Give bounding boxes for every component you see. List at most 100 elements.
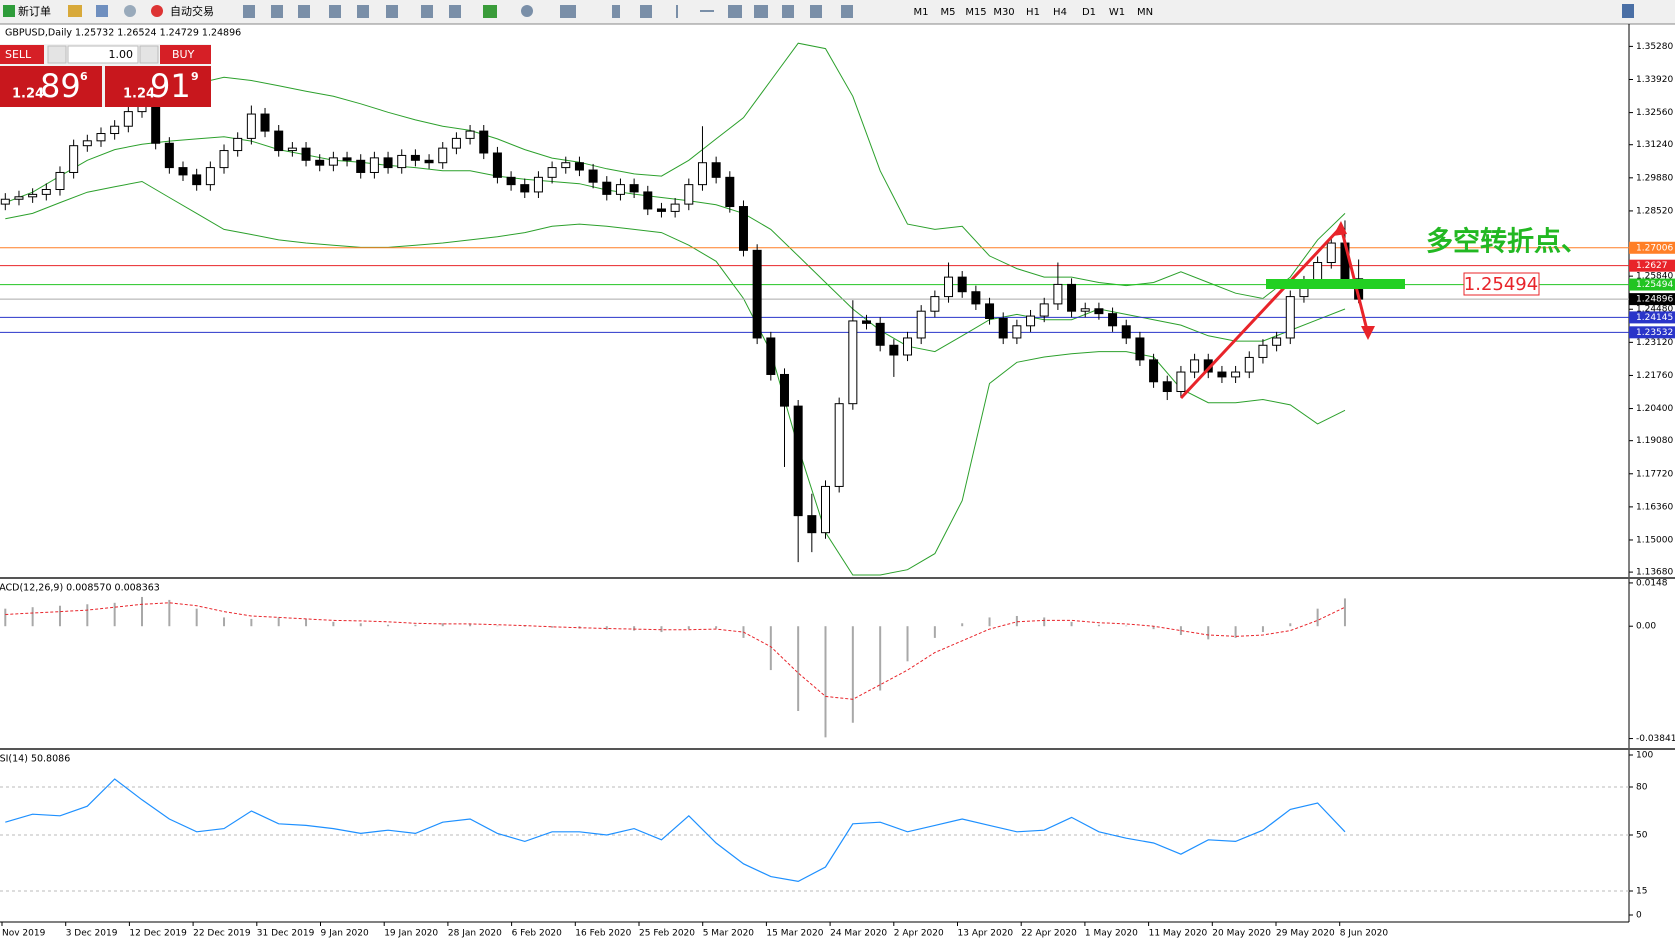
bid-box[interactable]	[0, 66, 102, 107]
timeframe[interactable]: W1	[1109, 7, 1125, 18]
timeframe[interactable]: H1	[1026, 7, 1040, 18]
tool-icon[interactable]	[386, 5, 398, 18]
buy-label[interactable]: BUY	[172, 48, 195, 61]
candle-body	[629, 184, 639, 193]
candle-body	[41, 189, 51, 195]
tool-icon[interactable]	[96, 5, 108, 17]
tool-icon[interactable]	[810, 5, 822, 18]
candle-body	[903, 337, 913, 356]
candle-body	[424, 159, 434, 164]
timeframe[interactable]: M1	[914, 7, 929, 18]
tool-icon[interactable]	[700, 10, 714, 12]
timeframe[interactable]: D1	[1082, 7, 1096, 18]
tool-icon[interactable]	[421, 5, 433, 18]
tool-icon[interactable]	[754, 5, 768, 18]
candle-body	[356, 159, 366, 173]
candle-body	[930, 296, 940, 312]
x-tick-label: Nov 2019	[2, 929, 46, 939]
auto-trading[interactable]: 自动交易	[170, 4, 214, 18]
auto-trading-icon[interactable]	[151, 5, 163, 17]
timeframe[interactable]: H4	[1053, 7, 1067, 18]
tool-icon[interactable]	[841, 5, 853, 18]
tool-icon[interactable]	[483, 5, 497, 18]
candle-body	[561, 162, 571, 169]
candle-body	[588, 169, 598, 183]
level-tag	[1629, 311, 1675, 324]
candle-body	[1326, 242, 1336, 264]
candle-body	[397, 154, 407, 169]
tool-icon[interactable]	[357, 5, 369, 18]
candle-body	[82, 140, 92, 147]
y-tick-label: 1.17720	[1636, 469, 1673, 479]
x-tick-label: 20 May 2020	[1212, 929, 1271, 939]
tool-icon[interactable]	[521, 5, 533, 17]
tool-icon[interactable]	[329, 5, 341, 18]
y-tick-label: 0.0148	[1636, 578, 1668, 588]
tool-icon[interactable]	[676, 5, 678, 18]
new-order[interactable]: 新订单	[18, 4, 51, 18]
new-order-icon[interactable]	[3, 5, 15, 17]
lots-up[interactable]	[139, 45, 159, 64]
candle-body	[1135, 337, 1145, 361]
buy-button[interactable]	[160, 45, 211, 64]
bollinger-band	[5, 42, 1346, 300]
timeframe[interactable]: M30	[993, 7, 1014, 18]
sell-label[interactable]: SELL	[5, 48, 32, 61]
tool-icon[interactable]	[124, 5, 136, 17]
bid-small[interactable]: 6	[80, 70, 88, 83]
candle-body	[738, 206, 748, 251]
tool-icon[interactable]	[782, 5, 794, 18]
tool-icon[interactable]	[560, 5, 576, 18]
timeframe[interactable]: M15	[965, 7, 986, 18]
axes: 1.35280 1.33920 1.32560 1.31240 1.29880 1.285…	[1, 42, 1675, 939]
bid-big[interactable]: 1.24	[12, 87, 44, 102]
timeframe[interactable]: M5	[941, 7, 956, 18]
lots-value[interactable]: 1.00	[109, 48, 134, 61]
candle-body	[670, 203, 680, 212]
tool-icon[interactable]	[243, 5, 255, 18]
ask-small[interactable]: 9	[191, 70, 199, 83]
x-tick-label: 8 Jun 2020	[1340, 929, 1389, 939]
ask-big[interactable]: 1.24	[123, 87, 155, 102]
x-tick-label: 22 Dec 2019	[193, 929, 251, 939]
tool-icon[interactable]	[271, 5, 283, 18]
tool-icon[interactable]	[449, 5, 461, 18]
price-box-label: 1.25494	[1464, 274, 1538, 295]
y-tick-label: 1.16360	[1636, 502, 1673, 512]
x-tick-label: 28 Jan 2020	[448, 929, 502, 939]
y-tick-label: 1.19080	[1636, 436, 1673, 446]
sell-button[interactable]	[0, 45, 44, 64]
level-tag-label: 1.2627	[1636, 261, 1668, 271]
level-tag	[1629, 278, 1675, 291]
tool-icon[interactable]	[298, 5, 310, 18]
lots-input[interactable]	[67, 45, 139, 64]
x-tick-label: 16 Feb 2020	[575, 929, 631, 939]
timeframe[interactable]: MN	[1137, 7, 1153, 18]
bid-main[interactable]: 89	[40, 67, 81, 105]
lots-down[interactable]	[47, 45, 67, 64]
y-tick-label: 0	[1636, 911, 1642, 921]
candle-body	[492, 152, 502, 178]
candle-body	[1080, 308, 1090, 312]
last-price-tag	[1629, 293, 1675, 306]
search-icon[interactable]	[1622, 4, 1634, 18]
candle-body	[848, 320, 858, 405]
candle-body	[287, 147, 297, 152]
ask-box[interactable]	[105, 66, 211, 107]
candle-body	[656, 208, 666, 212]
candle-body	[766, 337, 776, 375]
candle-body	[1108, 313, 1118, 327]
candle-body	[985, 303, 995, 319]
ask-main[interactable]: 91	[150, 67, 191, 105]
candle-body	[1244, 356, 1254, 373]
x-tick-label: 19 Jan 2020	[384, 929, 438, 939]
candle-body	[1190, 359, 1200, 373]
tool-icon[interactable]	[612, 5, 620, 18]
tool-icon[interactable]	[68, 5, 82, 17]
candle-body	[1285, 296, 1295, 339]
y-tick-label: 80	[1636, 783, 1648, 793]
tool-icon[interactable]	[728, 5, 742, 18]
tool-icon[interactable]	[640, 5, 652, 18]
candle-body	[711, 162, 721, 178]
macd-pane	[4, 596, 1346, 738]
